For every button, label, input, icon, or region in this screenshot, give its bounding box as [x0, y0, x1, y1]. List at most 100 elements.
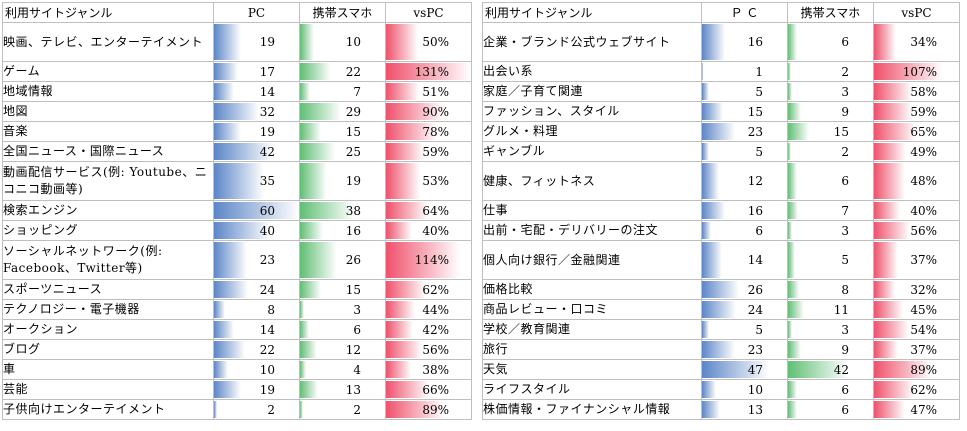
vspc-ratio-cell[interactable]: 78% [385, 121, 472, 142]
mobile-count-cell[interactable]: 2 [787, 141, 874, 162]
mobile-count-cell[interactable]: 4 [299, 359, 386, 380]
genre-cell[interactable]: 仕事 [482, 200, 702, 221]
mobile-count-cell[interactable]: 8 [787, 279, 874, 300]
vspc-ratio-cell[interactable]: 65% [873, 121, 960, 142]
mobile-count-cell[interactable]: 7 [299, 81, 386, 102]
genre-cell[interactable]: 検索エンジン [2, 200, 214, 221]
pc-count-cell[interactable]: 14 [213, 81, 300, 102]
genre-cell[interactable]: グルメ・料理 [482, 121, 702, 142]
mobile-count-cell[interactable]: 6 [787, 161, 874, 201]
genre-cell[interactable]: 企業・ブランド公式ウェブサイト [482, 22, 702, 62]
vspc-ratio-cell[interactable]: 53% [385, 161, 472, 201]
pc-count-cell[interactable]: 2 [213, 399, 300, 420]
mobile-count-cell[interactable]: 3 [787, 81, 874, 102]
mobile-count-cell[interactable]: 3 [787, 319, 874, 340]
pc-count-cell[interactable]: 60 [213, 200, 300, 221]
pc-count-cell[interactable]: 15 [701, 101, 788, 122]
vspc-ratio-cell[interactable]: 42% [385, 319, 472, 340]
pc-count-cell[interactable]: 35 [213, 161, 300, 201]
vspc-ratio-cell[interactable]: 47% [873, 399, 960, 420]
genre-cell[interactable]: 芸能 [2, 379, 214, 400]
vspc-ratio-cell[interactable]: 40% [873, 200, 960, 221]
vspc-ratio-cell[interactable]: 64% [385, 200, 472, 221]
pc-count-cell[interactable]: 47 [701, 359, 788, 380]
mobile-count-cell[interactable]: 11 [787, 299, 874, 320]
genre-cell[interactable]: 地図 [2, 101, 214, 122]
vspc-ratio-cell[interactable]: 114% [385, 240, 472, 280]
pc-count-cell[interactable]: 12 [701, 161, 788, 201]
vspc-ratio-cell[interactable]: 90% [385, 101, 472, 122]
vspc-ratio-cell[interactable]: 56% [873, 220, 960, 241]
vspc-ratio-cell[interactable]: 56% [385, 339, 472, 360]
pc-count-cell[interactable]: 17 [213, 61, 300, 82]
pc-count-cell[interactable]: 1 [701, 61, 788, 82]
genre-cell[interactable]: ブログ [2, 339, 214, 360]
vspc-ratio-cell[interactable]: 51% [385, 81, 472, 102]
mobile-count-cell[interactable]: 9 [787, 339, 874, 360]
vspc-ratio-cell[interactable]: 59% [385, 141, 472, 162]
genre-cell[interactable]: 車 [2, 359, 214, 380]
vspc-ratio-cell[interactable]: 50% [385, 22, 472, 62]
genre-cell[interactable]: 全国ニュース・国際ニュース [2, 141, 214, 162]
mobile-count-cell[interactable]: 10 [299, 22, 386, 62]
vspc-ratio-cell[interactable]: 107% [873, 61, 960, 82]
vspc-ratio-cell[interactable]: 37% [873, 240, 960, 280]
genre-cell[interactable]: テクノロジー・電子機器 [2, 299, 214, 320]
genre-cell[interactable]: 学校／教育関連 [482, 319, 702, 340]
mobile-count-cell[interactable]: 3 [787, 220, 874, 241]
pc-count-cell[interactable]: 24 [701, 299, 788, 320]
vspc-ratio-cell[interactable]: 62% [385, 279, 472, 300]
mobile-count-cell[interactable]: 15 [299, 279, 386, 300]
pc-count-cell[interactable]: 32 [213, 101, 300, 122]
vspc-ratio-cell[interactable]: 34% [873, 22, 960, 62]
vspc-ratio-cell[interactable]: 131% [385, 61, 472, 82]
genre-cell[interactable]: 動画配信サービス(例: Youtube、ニコニコ動画等) [2, 161, 214, 201]
pc-count-cell[interactable]: 16 [701, 22, 788, 62]
pc-count-cell[interactable]: 24 [213, 279, 300, 300]
vspc-ratio-cell[interactable]: 66% [385, 379, 472, 400]
mobile-count-cell[interactable]: 42 [787, 359, 874, 380]
pc-count-cell[interactable]: 6 [701, 220, 788, 241]
pc-count-cell[interactable]: 14 [213, 319, 300, 340]
pc-count-cell[interactable]: 5 [701, 81, 788, 102]
vspc-ratio-cell[interactable]: 54% [873, 319, 960, 340]
genre-cell[interactable]: 旅行 [482, 339, 702, 360]
genre-cell[interactable]: 出前・宅配・デリバリーの注文 [482, 220, 702, 241]
genre-cell[interactable]: 音楽 [2, 121, 214, 142]
pc-count-cell[interactable]: 19 [213, 22, 300, 62]
vspc-ratio-cell[interactable]: 58% [873, 81, 960, 102]
pc-count-cell[interactable]: 40 [213, 220, 300, 241]
mobile-count-cell[interactable]: 13 [299, 379, 386, 400]
pc-count-cell[interactable]: 22 [213, 339, 300, 360]
mobile-count-cell[interactable]: 15 [787, 121, 874, 142]
vspc-ratio-cell[interactable]: 45% [873, 299, 960, 320]
mobile-count-cell[interactable]: 3 [299, 299, 386, 320]
mobile-count-cell[interactable]: 22 [299, 61, 386, 82]
pc-count-cell[interactable]: 23 [701, 121, 788, 142]
genre-cell[interactable]: ファッション、スタイル [482, 101, 702, 122]
genre-cell[interactable]: 商品レビュー・口コミ [482, 299, 702, 320]
mobile-count-cell[interactable]: 38 [299, 200, 386, 221]
pc-count-cell[interactable]: 5 [701, 319, 788, 340]
pc-count-cell[interactable]: 26 [701, 279, 788, 300]
mobile-count-cell[interactable]: 12 [299, 339, 386, 360]
genre-cell[interactable]: 映画、テレビ、エンターテイメント [2, 22, 214, 62]
pc-count-cell[interactable]: 23 [701, 339, 788, 360]
mobile-count-cell[interactable]: 6 [787, 379, 874, 400]
genre-cell[interactable]: ソーシャルネットワーク(例: Facebook、Twitter等) [2, 240, 214, 280]
pc-count-cell[interactable]: 16 [701, 200, 788, 221]
pc-count-cell[interactable]: 13 [701, 399, 788, 420]
mobile-count-cell[interactable]: 16 [299, 220, 386, 241]
mobile-count-cell[interactable]: 19 [299, 161, 386, 201]
pc-count-cell[interactable]: 14 [701, 240, 788, 280]
pc-count-cell[interactable]: 10 [701, 379, 788, 400]
mobile-count-cell[interactable]: 6 [787, 22, 874, 62]
genre-cell[interactable]: ショッピング [2, 220, 214, 241]
genre-cell[interactable]: ゲーム [2, 61, 214, 82]
genre-cell[interactable]: 家庭／子育て関連 [482, 81, 702, 102]
pc-count-cell[interactable]: 42 [213, 141, 300, 162]
mobile-count-cell[interactable]: 7 [787, 200, 874, 221]
vspc-ratio-cell[interactable]: 48% [873, 161, 960, 201]
genre-cell[interactable]: 個人向け銀行／金融関連 [482, 240, 702, 280]
genre-cell[interactable]: 価格比較 [482, 279, 702, 300]
